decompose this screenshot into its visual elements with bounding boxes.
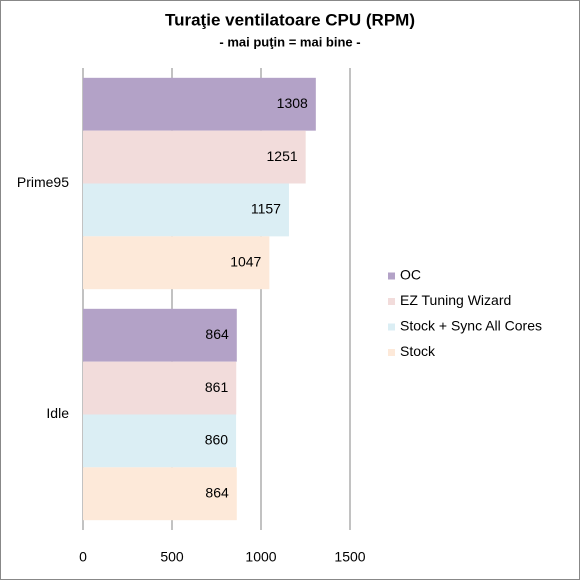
y-tick-label: Prime95 bbox=[17, 174, 69, 190]
bar bbox=[83, 361, 237, 415]
x-tick-label: 1000 bbox=[245, 549, 276, 565]
bar bbox=[83, 414, 237, 468]
data-label: 864 bbox=[205, 484, 229, 500]
chart-subtitle: - mai puţin = mai bine - bbox=[219, 34, 360, 49]
bar bbox=[83, 236, 270, 290]
data-label: 1047 bbox=[230, 253, 261, 269]
bar bbox=[83, 130, 306, 184]
chart-title: Turaţie ventilatoare CPU (RPM) bbox=[165, 10, 415, 29]
legend-swatch bbox=[388, 298, 395, 305]
data-label: 861 bbox=[205, 379, 229, 395]
bar bbox=[83, 308, 237, 362]
legend-label: EZ Tuning Wizard bbox=[400, 292, 511, 308]
bar bbox=[83, 467, 237, 521]
data-label: 1308 bbox=[277, 95, 308, 111]
bar bbox=[83, 183, 289, 237]
x-tick-label: 0 bbox=[79, 549, 87, 565]
data-label: 1157 bbox=[251, 201, 281, 217]
legend-swatch bbox=[388, 272, 395, 280]
legend-label: OC bbox=[400, 267, 421, 283]
y-tick-label: Idle bbox=[46, 405, 69, 421]
data-label: 1251 bbox=[267, 148, 298, 164]
legend-swatch bbox=[388, 349, 395, 356]
legend-swatch bbox=[388, 323, 395, 331]
bar bbox=[83, 77, 316, 131]
data-label: 860 bbox=[205, 432, 229, 448]
x-tick-label: 500 bbox=[160, 549, 184, 565]
legend-label: Stock + Sync All Cores bbox=[400, 318, 542, 334]
x-tick-label: 1500 bbox=[334, 549, 365, 565]
data-label: 864 bbox=[205, 326, 229, 342]
legend-label: Stock bbox=[400, 343, 436, 359]
